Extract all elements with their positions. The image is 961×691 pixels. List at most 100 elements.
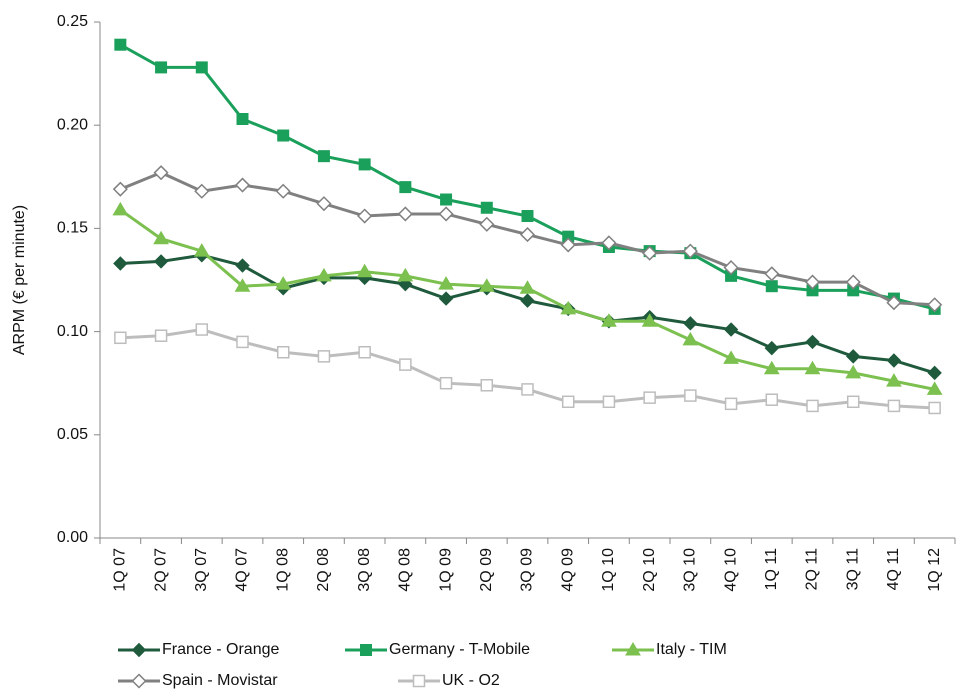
x-tick-label: 3Q 07 [193, 548, 210, 592]
marker [195, 323, 209, 336]
marker [113, 256, 128, 271]
y-tick-label: 0.00 [57, 529, 88, 546]
marker [275, 276, 292, 290]
x-tick-label: 1Q 10 [600, 548, 617, 592]
marker [764, 266, 780, 282]
marker [399, 181, 412, 194]
y-tick-label: 0.05 [57, 426, 88, 443]
marker [723, 260, 739, 276]
marker [155, 61, 168, 74]
marker [643, 391, 656, 404]
series [114, 38, 941, 315]
marker [478, 278, 495, 292]
marker [317, 150, 330, 163]
marker [927, 297, 943, 313]
x-tick-label: 2Q 09 [478, 548, 495, 592]
marker [805, 334, 820, 350]
marker [480, 201, 493, 214]
marker [601, 313, 617, 327]
x-tick-label: 1Q 11 [763, 548, 780, 591]
marker [845, 364, 862, 379]
marker [131, 642, 147, 658]
marker [625, 642, 641, 656]
marker [642, 245, 658, 261]
marker [114, 38, 127, 51]
x-tick-label: 4Q 10 [722, 548, 739, 592]
x-tick-label: 1Q 09 [437, 548, 454, 592]
series [114, 323, 941, 415]
marker [356, 263, 373, 278]
marker [723, 322, 739, 337]
marker [438, 206, 454, 222]
marker [602, 395, 616, 409]
marker [560, 300, 577, 315]
marker [234, 177, 251, 193]
marker [765, 393, 779, 406]
y-tick-label: 0.15 [57, 220, 88, 237]
marker [763, 360, 780, 375]
marker [682, 243, 698, 259]
marker [236, 113, 249, 126]
x-tick-label: 2Q 11 [804, 548, 821, 591]
marker [804, 274, 821, 290]
marker [928, 401, 941, 415]
series [112, 201, 943, 395]
marker [560, 237, 576, 253]
series [112, 165, 943, 313]
marker [114, 331, 127, 345]
marker [195, 61, 208, 74]
marker [193, 243, 210, 257]
x-tick-label: 4Q 09 [559, 548, 576, 592]
marker [317, 350, 331, 363]
marker [886, 373, 902, 387]
marker [234, 278, 251, 292]
marker [154, 329, 168, 342]
marker [439, 376, 453, 390]
y-axis-label: ARPM (€ per minute) [11, 205, 28, 355]
marker [112, 201, 129, 216]
marker [438, 291, 454, 306]
marker [886, 353, 902, 368]
x-tick-label: 2Q 08 [315, 548, 332, 592]
marker [412, 674, 426, 688]
x-tick-label: 2Q 07 [152, 548, 169, 592]
marker [236, 335, 249, 349]
marker [438, 276, 454, 290]
x-tick-label: 4Q 07 [234, 548, 251, 592]
marker [360, 644, 372, 656]
marker [846, 349, 861, 364]
series [113, 248, 942, 381]
x-tick-label: 3Q 10 [682, 548, 699, 592]
marker [358, 345, 371, 359]
marker [764, 340, 779, 356]
marker [112, 181, 128, 197]
marker [399, 358, 412, 371]
marker [194, 183, 210, 199]
marker [519, 227, 536, 243]
marker [845, 274, 861, 290]
x-tick-label: 2Q 10 [641, 548, 658, 592]
legend-label: Spain - Movistar [162, 672, 278, 689]
marker [601, 235, 617, 251]
x-tick-label: 1Q 08 [274, 548, 291, 592]
marker [153, 165, 169, 181]
marker [520, 293, 535, 308]
marker [723, 350, 739, 364]
series-line [120, 253, 936, 375]
marker [480, 379, 494, 392]
marker [153, 230, 169, 245]
legend-label: UK - O2 [442, 672, 500, 689]
y-tick-label: 0.25 [57, 13, 88, 30]
x-tick-label: 4Q 11 [885, 548, 902, 591]
x-tick-label: 3Q 11 [844, 548, 861, 591]
marker [641, 313, 658, 327]
marker [521, 210, 534, 223]
marker [927, 365, 942, 381]
marker [275, 183, 291, 199]
marker [887, 399, 901, 413]
marker [440, 193, 453, 206]
marker [806, 399, 819, 413]
marker [316, 196, 332, 212]
marker [519, 280, 536, 294]
